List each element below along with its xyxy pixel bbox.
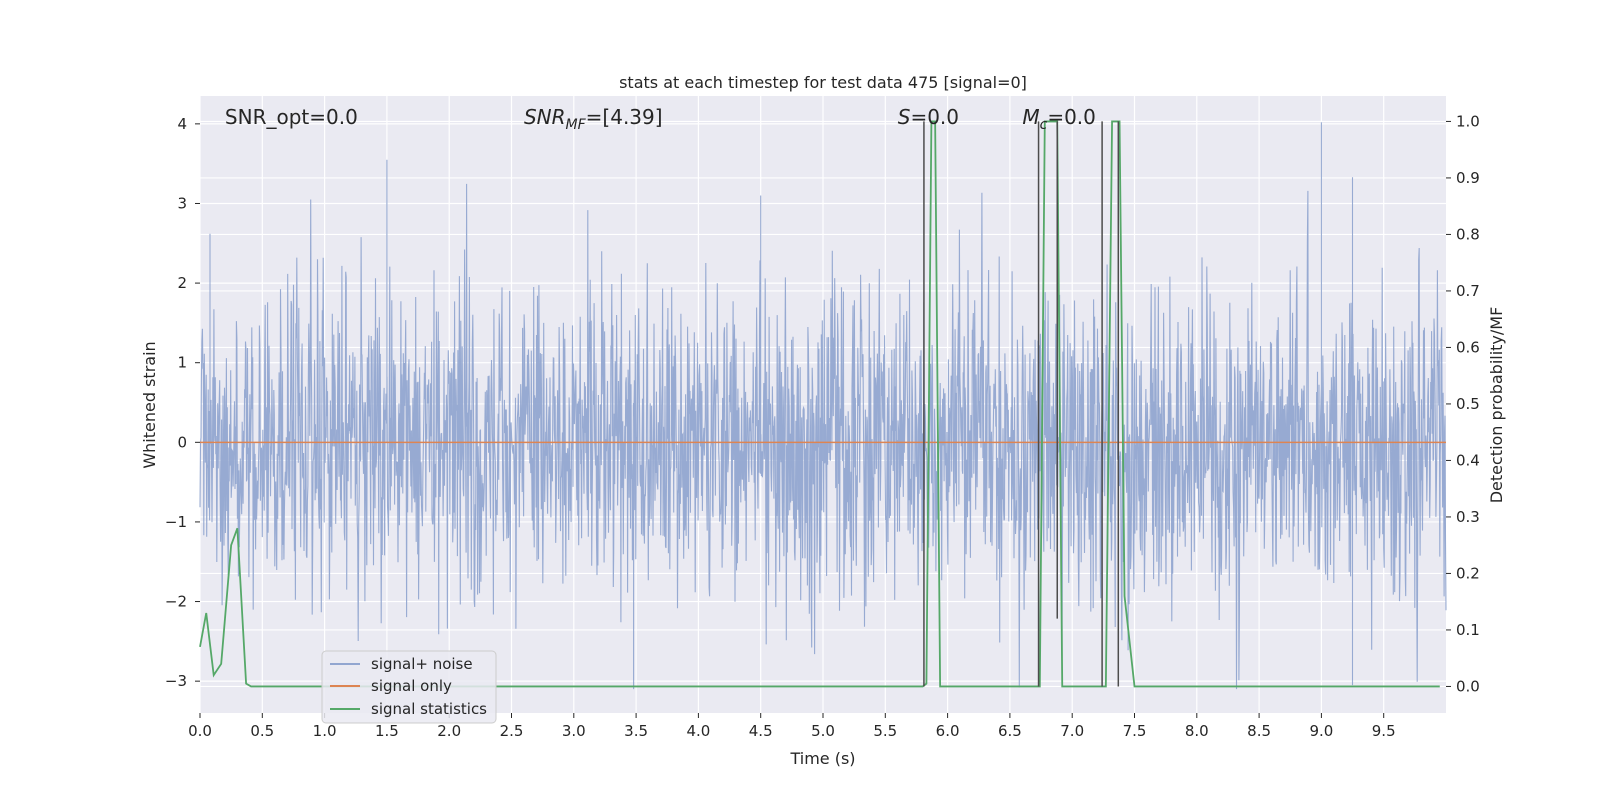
- x-tick-label-9: 4.5: [749, 722, 773, 740]
- y-tick-left-label-0: −3: [165, 672, 187, 690]
- y-tick-right-label-10: 1.0: [1456, 112, 1480, 130]
- legend: signal+ noise signal only signal statist…: [321, 650, 497, 724]
- y-axis-label-right: Detection probability/MF: [1487, 307, 1506, 504]
- x-tick-label-1: 0.5: [250, 722, 274, 740]
- x-tick-label-4: 2.0: [437, 722, 461, 740]
- x-tick-label-10: 5.0: [811, 722, 835, 740]
- x-tick-label-6: 3.0: [562, 722, 586, 740]
- x-tick-label-15: 7.5: [1123, 722, 1147, 740]
- y-tick-left-label-2: −1: [165, 513, 187, 531]
- y-tick-right-label-8: 0.8: [1456, 225, 1480, 243]
- x-tick-layer: 0.0 0.5 1.0 1.5 2.0 2.5 3.0 3.5 4.0 4.5 5.0 5.5 6.0 6…: [188, 713, 1396, 740]
- x-tick-label-13: 6.5: [998, 722, 1022, 740]
- x-tick-label-18: 9.0: [1309, 722, 1333, 740]
- y-tick-right-label-1: 0.1: [1456, 621, 1480, 639]
- legend-label-signal-only: signal only: [371, 677, 452, 695]
- x-tick-label-19: 9.5: [1372, 722, 1396, 740]
- x-tick-label-7: 3.5: [624, 722, 648, 740]
- chart-title: stats at each timestep for test data 475…: [619, 73, 1027, 92]
- annotation-0: SNR_opt=0.0: [225, 105, 358, 129]
- y-tick-left-label-6: 3: [177, 194, 187, 212]
- y-tick-left-label-7: 4: [177, 115, 187, 133]
- legend-label-signal-noise: signal+ noise: [371, 655, 473, 673]
- series-layer: [199, 120, 1446, 688]
- annotation-1: SNRMF=[4.39]: [524, 105, 663, 133]
- marker-layer: [923, 121, 1120, 687]
- y-tick-left-label-1: −2: [165, 593, 187, 611]
- legend-label-signal-statistics: signal statistics: [371, 700, 487, 718]
- annotation-3: Mc=0.0: [1022, 105, 1096, 133]
- x-tick-label-17: 8.5: [1247, 722, 1271, 740]
- y-tick-right-label-5: 0.5: [1456, 395, 1480, 413]
- y-tick-right-label-3: 0.3: [1456, 508, 1480, 526]
- y-tick-left-label-5: 2: [177, 274, 187, 292]
- y-tick-right-layer: 0.0 0.1 0.2 0.3 0.4 0.5 0.6 0.7 0.8 0.9 1.0: [1446, 112, 1480, 695]
- y-tick-left-layer: −3 −2 −1 0 1 2 3 4: [165, 115, 200, 690]
- x-tick-label-5: 2.5: [500, 722, 524, 740]
- annotation-layer: SNR_opt=0.0 SNRMF=[4.39] S=0.0 Mc=0.0: [225, 105, 1096, 133]
- y-tick-left-label-4: 1: [177, 354, 187, 372]
- x-tick-label-0: 0.0: [188, 722, 212, 740]
- y-tick-right-label-7: 0.7: [1456, 282, 1480, 300]
- x-tick-label-11: 5.5: [873, 722, 897, 740]
- y-tick-right-label-0: 0.0: [1456, 677, 1480, 695]
- x-tick-label-2: 1.0: [313, 722, 337, 740]
- y-axis-label-left: Whitened strain: [140, 341, 159, 468]
- annotation-2: S=0.0: [898, 105, 959, 129]
- y-tick-right-label-2: 0.2: [1456, 564, 1480, 582]
- x-tick-label-14: 7.0: [1060, 722, 1084, 740]
- legend-box: [321, 650, 497, 724]
- x-tick-label-12: 6.0: [936, 722, 960, 740]
- y-tick-right-label-4: 0.4: [1456, 451, 1480, 469]
- y-tick-right-label-6: 0.6: [1456, 338, 1480, 356]
- x-tick-label-16: 8.0: [1185, 722, 1209, 740]
- x-axis-label: Time (s): [789, 749, 855, 768]
- y-tick-left-label-3: 0: [177, 433, 187, 451]
- x-tick-label-8: 4.0: [686, 722, 710, 740]
- x-tick-label-3: 1.5: [375, 722, 399, 740]
- series-signal-statistics: [199, 120, 1440, 688]
- y-tick-right-label-9: 0.9: [1456, 169, 1480, 187]
